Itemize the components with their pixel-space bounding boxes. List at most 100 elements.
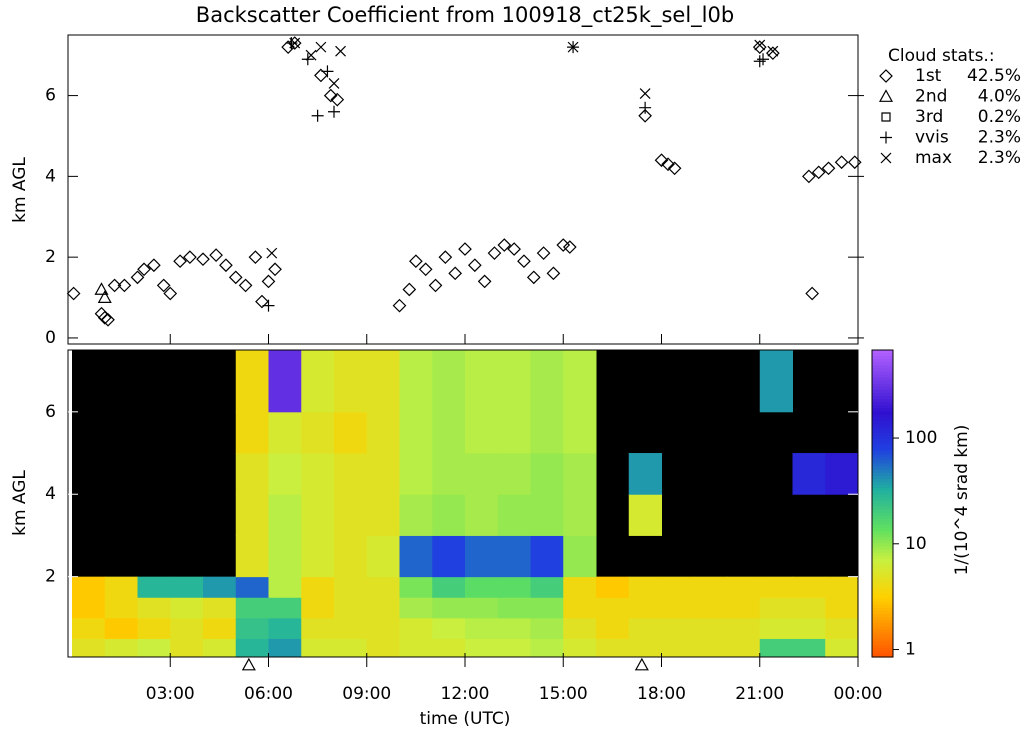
y-tick-label: 6 — [45, 402, 56, 422]
colorbar-tick-label: 100 — [905, 428, 937, 448]
cloud-point — [507, 242, 521, 256]
colorbar-segment — [872, 620, 893, 624]
heatmap-cell — [334, 597, 368, 619]
colorbar-segment — [872, 485, 893, 489]
colorbar-segment — [872, 497, 893, 502]
cloud-point — [287, 36, 302, 50]
heatmap-cell — [235, 638, 269, 658]
heatmap-cell — [497, 535, 531, 578]
cloud-point — [328, 105, 340, 118]
x-tick-label: 15:00 — [539, 684, 588, 704]
heatmap-cell — [563, 638, 597, 658]
heatmap-cell — [432, 576, 466, 598]
heatmap-cell — [792, 453, 826, 495]
heatmap-cell — [825, 638, 859, 658]
heatmap-cell — [334, 535, 368, 578]
cloud-point — [661, 157, 675, 172]
colorbar-segment — [872, 629, 893, 634]
colorbar-segment — [872, 564, 893, 569]
colorbar-segment — [872, 632, 893, 637]
cloud-point — [335, 45, 346, 57]
colorbar-segment — [872, 460, 893, 465]
colorbar-segment — [872, 374, 893, 379]
heatmap-cell — [137, 617, 171, 639]
heatmap-cell — [792, 576, 826, 598]
colorbar-segment — [872, 448, 893, 452]
cloud-point — [639, 101, 652, 114]
colorbar-segment — [872, 521, 893, 526]
heatmap-cell — [334, 638, 368, 658]
heatmap-cell — [497, 453, 531, 495]
colorbar-segment — [872, 494, 893, 498]
colorbar-segment — [872, 549, 893, 554]
cloud-point — [238, 278, 253, 293]
colorbar-segment — [872, 509, 893, 514]
y-axis-label: km AGL — [10, 157, 30, 223]
colorbar-segment — [872, 478, 893, 483]
y-tick-label: 2 — [45, 567, 56, 587]
colorbar-segment — [872, 383, 893, 388]
cloud-point — [428, 278, 443, 293]
legend-share: 4.0% — [978, 87, 1021, 107]
colorbar-segment — [872, 491, 893, 495]
colorbar-segment — [872, 420, 893, 425]
colorbar-segment — [872, 515, 893, 520]
x-tick-label: 12:00 — [441, 684, 490, 704]
heatmap-cell — [399, 453, 433, 495]
heatmap-cell — [596, 638, 630, 658]
legend-share: 2.3% — [978, 128, 1021, 148]
heatmap-cell — [530, 494, 564, 536]
heatmap-cell — [628, 617, 662, 639]
heatmap-cell — [661, 576, 695, 598]
heatmap-cell — [694, 617, 728, 639]
colorbar-segment — [872, 543, 893, 548]
x-tick-label: 09:00 — [342, 684, 391, 704]
cloud-point — [805, 286, 819, 301]
cloud-point — [66, 286, 81, 301]
cloud-point — [183, 250, 197, 265]
cloud-point — [821, 161, 836, 176]
heatmap-cell — [268, 576, 302, 598]
heatmap-cell — [137, 597, 171, 619]
heatmap-cell — [366, 350, 400, 413]
cloud-point — [477, 274, 492, 289]
heatmap-cell — [301, 453, 335, 495]
heatmap-cell — [399, 617, 433, 639]
heatmap-cell — [497, 597, 531, 619]
colorbar-segment — [872, 577, 893, 581]
colorbar-segment — [872, 518, 893, 523]
legend-name: 2nd — [915, 87, 947, 107]
cloud-point — [562, 240, 577, 254]
cloud-point — [101, 312, 115, 327]
cloud-point — [268, 262, 282, 277]
colorbar-segment — [872, 503, 893, 508]
heatmap-cell — [530, 453, 564, 495]
heatmap-cell — [432, 411, 466, 454]
heatmap-cell — [563, 494, 597, 536]
cloud-point — [209, 248, 223, 262]
heatmap-cell — [104, 617, 138, 639]
heatmap-cell — [399, 350, 433, 413]
heatmap-cell — [563, 453, 597, 495]
colorbar-segment — [872, 405, 893, 409]
heatmap-cell — [301, 494, 335, 536]
cloud-point — [448, 266, 463, 281]
cloud-point — [117, 278, 132, 293]
heatmap-cell — [399, 597, 433, 619]
colorbar-segment — [872, 482, 893, 486]
colorbar-segment — [872, 463, 893, 468]
legend-symbol — [880, 131, 892, 144]
colorbar-segment — [872, 586, 893, 591]
colorbar-segment — [872, 592, 893, 597]
heatmap-cell — [661, 638, 695, 658]
heatmap-cell — [432, 494, 466, 536]
heatmap-cell — [399, 411, 433, 454]
heatmap-cell — [465, 597, 499, 619]
heatmap-cell — [235, 411, 269, 454]
colorbar-segment — [872, 396, 893, 400]
colorbar-segment — [872, 356, 893, 360]
colorbar-segment — [872, 475, 893, 480]
heatmap-cell — [301, 350, 335, 413]
colorbar-segment — [872, 574, 893, 578]
